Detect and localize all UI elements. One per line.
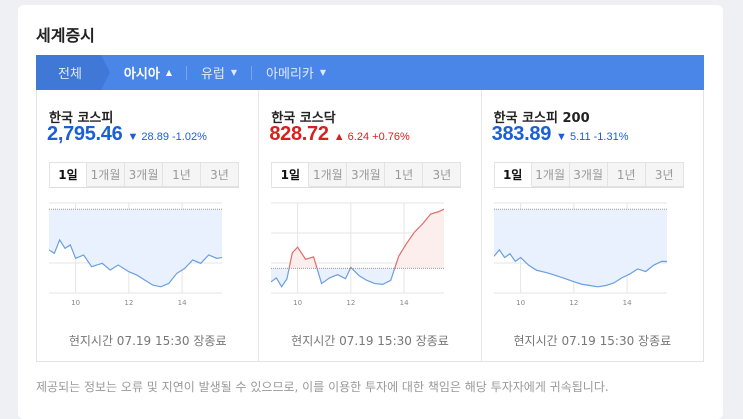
index-name: 한국 코스피 200 xyxy=(493,111,590,126)
price-line-down xyxy=(49,238,222,288)
market-time: 현지시간 07.19 15:30 장종료 xyxy=(291,334,449,348)
intraday-chart: 10 12 14 xyxy=(271,202,445,307)
x-tick-label: 10 xyxy=(71,299,80,307)
period-tab[interactable]: 1일 xyxy=(493,162,532,187)
x-tick-label: 12 xyxy=(569,299,578,307)
change-amount: 28.89 xyxy=(141,131,169,143)
x-tick-label: 12 xyxy=(124,299,133,307)
period-tab[interactable]: 1일 xyxy=(49,162,87,187)
index-panel[interactable]: 한국 코스피 2,795.46 ▼ 28.89 -1.02% 1일 1개월 3개월 1… xyxy=(37,90,260,361)
period-tab[interactable]: 1개월 xyxy=(87,162,125,187)
period-tab[interactable]: 1개월 xyxy=(309,162,348,187)
index-change: ▲ 6.24 +0.76% xyxy=(334,131,410,143)
x-tick-label: 10 xyxy=(293,299,302,307)
index-panel[interactable]: 한국 코스닥 828.72 ▲ 6.24 +0.76% 1일 1개월 3개월 1년 3년… xyxy=(259,90,482,361)
period-tab[interactable]: 3년 xyxy=(201,162,239,187)
index-panels: 한국 코스피 2,795.46 ▼ 28.89 -1.02% 1일 1개월 3개월 1… xyxy=(36,90,704,362)
x-tick-label: 10 xyxy=(516,299,525,307)
index-value: 383.89 xyxy=(491,123,552,145)
price-line-up xyxy=(288,208,445,269)
divider xyxy=(251,65,253,80)
index-panel[interactable]: 한국 코스피 200 383.89 ▼ 5.11 -1.31% 1일 1개월 3개월… xyxy=(482,90,703,361)
period-tab[interactable]: 3년 xyxy=(423,162,462,187)
index-value: 2,795.46 xyxy=(47,123,123,145)
period-tab[interactable]: 3년 xyxy=(645,162,684,187)
nav-tab-label: 아메리카 xyxy=(266,67,314,82)
area-above-reference xyxy=(289,209,445,269)
period-tabs: 1일 1개월 3개월 1년 3년 xyxy=(493,162,684,188)
index-name: 한국 코스피 xyxy=(49,111,114,126)
caret-down-icon: ▼ xyxy=(319,68,327,77)
region-nav: 전체 아시아 ▲ 유럽 ▼ 아메리카 ▼ xyxy=(36,55,704,90)
index-change: ▼ 5.11 -1.31% xyxy=(556,131,628,143)
period-tab[interactable]: 1개월 xyxy=(531,162,570,187)
index-quote: 2,795.46 ▼ 28.89 -1.02% xyxy=(47,123,207,146)
caret-down-icon: ▼ xyxy=(230,68,238,77)
section-title: 세계증시 xyxy=(36,26,95,45)
period-tabs: 1일 1개월 3개월 1년 3년 xyxy=(271,162,462,188)
market-time: 현지시간 07.19 15:30 장종료 xyxy=(513,334,672,348)
index-change: ▼ 28.89 -1.02% xyxy=(127,131,206,143)
period-tab[interactable]: 1년 xyxy=(607,162,646,187)
x-tick-label: 14 xyxy=(400,299,409,307)
period-tab[interactable]: 1일 xyxy=(271,162,310,187)
index-quote: 383.89 ▼ 5.11 -1.31% xyxy=(492,123,629,146)
change-amount: 5.11 xyxy=(569,131,591,143)
x-tick-label: 14 xyxy=(178,299,187,307)
caret-up-icon: ▲ xyxy=(165,68,172,77)
nav-tab-america[interactable]: 아메리카 ▼ xyxy=(252,63,340,82)
x-tick-label: 14 xyxy=(622,299,631,307)
nav-tab-asia[interactable]: 아시아 ▲ xyxy=(110,63,186,82)
period-tabs: 1일 1개월 3개월 1년 3년 xyxy=(49,162,239,188)
nav-tab-europe[interactable]: 유럽 ▼ xyxy=(187,63,251,82)
world-stock-card: 세계증시 전체 아시아 ▲ 유럽 ▼ 아메리카 ▼ 한국 코스피 2,795.46 ▼… xyxy=(18,5,723,419)
period-tab[interactable]: 3개월 xyxy=(125,162,163,187)
index-name: 한국 코스닥 xyxy=(271,111,336,126)
divider xyxy=(185,65,187,80)
period-tab[interactable]: 1년 xyxy=(163,162,201,187)
change-amount: 6.24 xyxy=(347,131,370,143)
nav-tab-label: 아시아 xyxy=(123,67,160,82)
nav-tab-label: 유럽 xyxy=(200,67,225,82)
price-line-down xyxy=(493,248,667,288)
index-value: 828.72 xyxy=(269,123,329,145)
change-percent: +0.76% xyxy=(372,131,410,143)
x-tick-label: 12 xyxy=(347,299,356,307)
period-tab[interactable]: 1년 xyxy=(385,162,424,187)
period-tab[interactable]: 3개월 xyxy=(569,162,608,187)
change-percent: -1.02% xyxy=(172,131,207,143)
area-below-reference xyxy=(49,209,222,287)
market-time: 현지시간 07.19 15:30 장종료 xyxy=(68,334,227,348)
triangle-down-icon: ▼ xyxy=(127,131,139,143)
index-quote: 828.72 ▲ 6.24 +0.76% xyxy=(269,123,409,146)
triangle-down-icon: ▼ xyxy=(556,131,567,143)
triangle-up-icon: ▲ xyxy=(333,131,345,143)
period-tab[interactable]: 3개월 xyxy=(347,162,386,187)
intraday-chart: 10 12 14 xyxy=(493,202,667,307)
disclaimer: 제공되는 정보는 오류 및 지연이 발생될 수 있으므로, 이를 이용한 투자에… xyxy=(36,380,609,394)
intraday-chart: 10 12 14 xyxy=(49,202,222,307)
nav-tab-all[interactable]: 전체 xyxy=(36,55,110,90)
change-percent: -1.31% xyxy=(593,131,629,143)
area-below-reference xyxy=(493,209,667,287)
